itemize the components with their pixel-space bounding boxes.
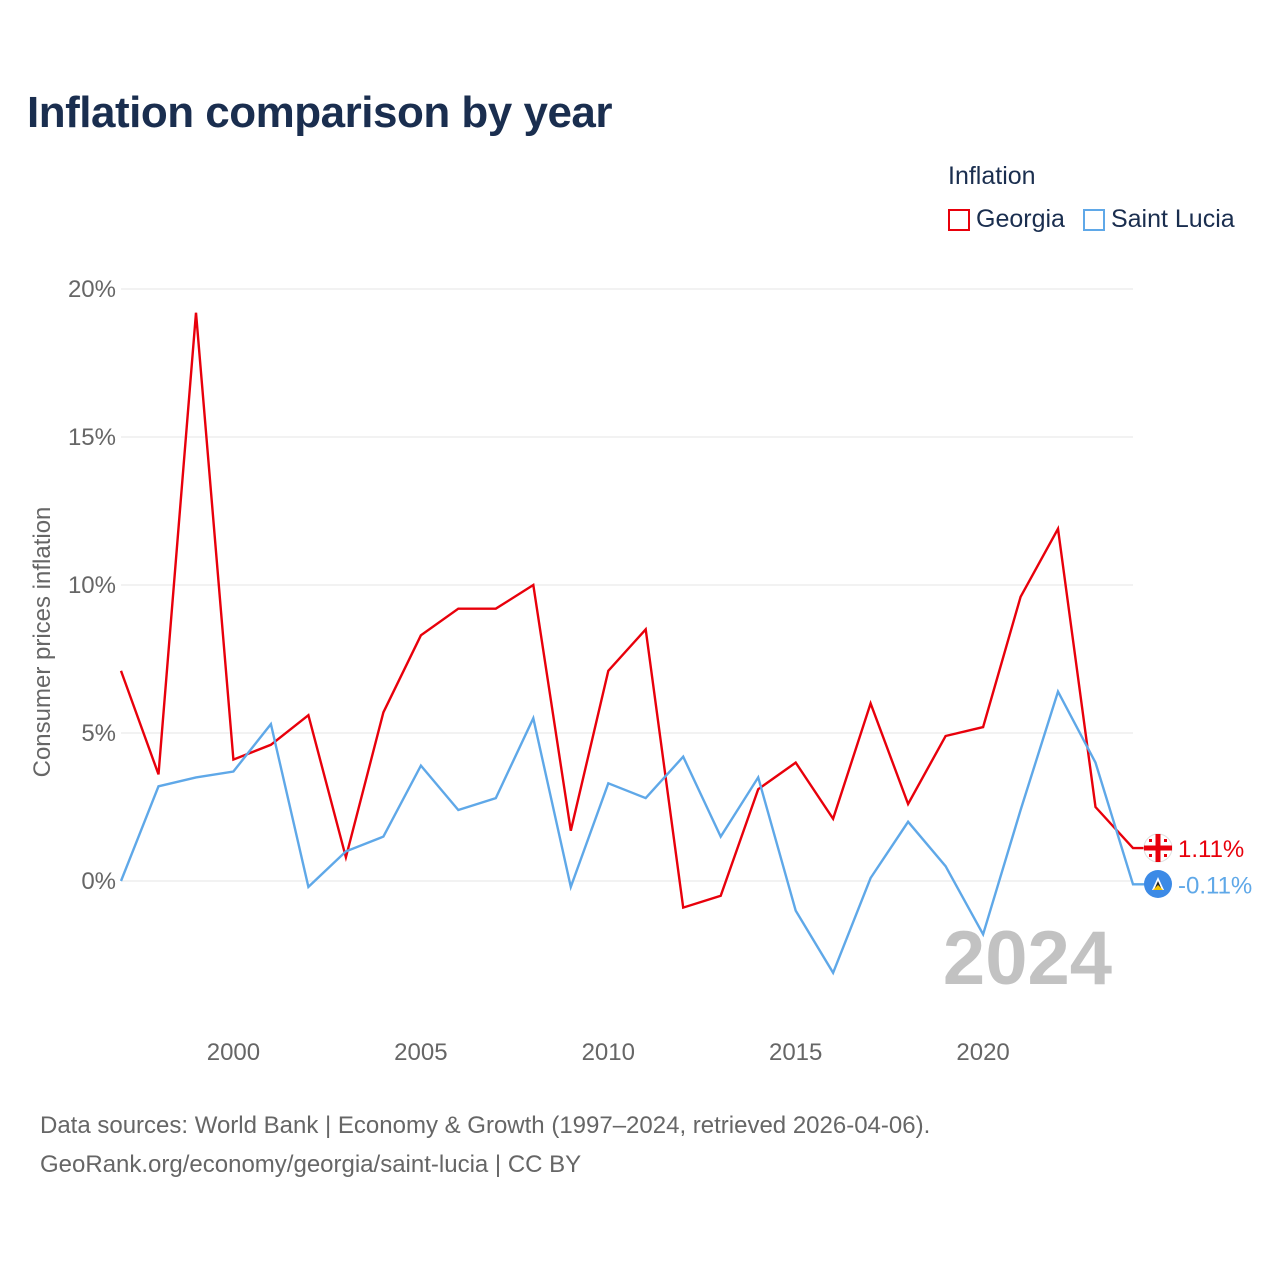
series-lines bbox=[119, 312, 1155, 976]
y-tick-label: 20% bbox=[68, 276, 116, 303]
x-axis-ticks: 2000 2005 2010 2015 2020 bbox=[207, 1039, 1010, 1066]
saint-lucia-flag-icon bbox=[1144, 870, 1172, 898]
legend: Georgia Saint Lucia bbox=[948, 205, 1253, 234]
source-line-1: Data sources: World Bank | Economy & Gro… bbox=[40, 1112, 931, 1139]
y-tick-label: 10% bbox=[68, 572, 116, 599]
source-line-2[interactable]: GeoRank.org/economy/georgia/saint-lucia … bbox=[40, 1151, 582, 1178]
legend-label-saint-lucia: Saint Lucia bbox=[1110, 205, 1235, 233]
y-tick-label: 0% bbox=[81, 868, 116, 895]
y-tick-label: 15% bbox=[68, 424, 116, 451]
end-value-label-georgia: 1.11% bbox=[1178, 836, 1244, 863]
x-tick-label: 2015 bbox=[769, 1039, 822, 1066]
line-chart: 0% 5% 10% 15% 20% 2000 2005 2010 2015 2020 Consu… bbox=[29, 276, 1252, 1066]
y-axis-label: Consumer prices inflation bbox=[29, 507, 56, 778]
legend-item-saint-lucia[interactable]: Saint Lucia bbox=[1082, 205, 1235, 234]
gridlines bbox=[121, 288, 1133, 882]
y-tick-label: 5% bbox=[81, 720, 116, 747]
x-tick-label: 2005 bbox=[394, 1039, 447, 1066]
x-tick-label: 2010 bbox=[582, 1039, 635, 1066]
legend-swatch-saint-lucia bbox=[1082, 208, 1105, 231]
series-end-markers: 1.11% -0.11% bbox=[1178, 836, 1252, 899]
georgia-flag-icon bbox=[1143, 833, 1173, 863]
chart-title: Inflation comparison by year bbox=[27, 88, 613, 137]
year-watermark: 2024 bbox=[943, 916, 1112, 1001]
legend-item-georgia[interactable]: Georgia bbox=[948, 205, 1065, 234]
y-axis-ticks: 0% 5% 10% 15% 20% bbox=[68, 276, 116, 895]
x-tick-label: 2020 bbox=[956, 1039, 1009, 1066]
source-note: Data sources: World Bank | Economy & Gro… bbox=[40, 1106, 930, 1184]
x-tick-label: 2000 bbox=[207, 1039, 260, 1066]
series-line-saint-lucia[interactable] bbox=[119, 688, 1155, 976]
series-line-georgia[interactable] bbox=[119, 312, 1155, 910]
legend-swatch-georgia bbox=[948, 208, 970, 231]
end-value-label-saint-lucia: -0.11% bbox=[1178, 872, 1252, 899]
legend-label-georgia: Georgia bbox=[976, 205, 1065, 233]
legend-title: Inflation bbox=[948, 162, 1036, 190]
